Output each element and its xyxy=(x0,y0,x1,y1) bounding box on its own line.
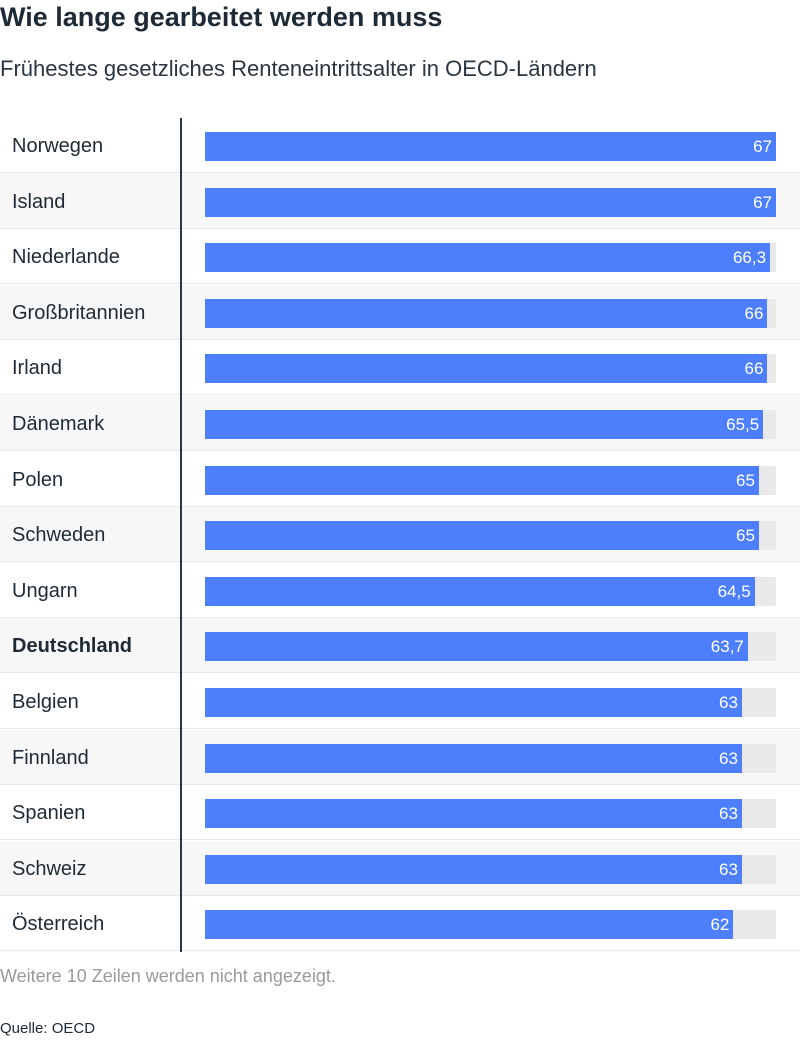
value-label: 65 xyxy=(736,470,755,490)
table-row: Norwegen 67 xyxy=(0,118,800,173)
bar: 67 xyxy=(205,187,776,217)
table-row: Dänemark 65,5 xyxy=(0,396,800,451)
category-label: Polen xyxy=(12,468,64,491)
bar-track: 65 xyxy=(205,465,776,495)
value-label: 63,7 xyxy=(710,637,744,657)
table-row: Ungarn 64,5 xyxy=(0,563,800,618)
value-label: 62 xyxy=(710,915,730,935)
table-row: Finnland 63 xyxy=(0,729,800,785)
category-label: Niederlande xyxy=(12,246,120,269)
bar-track: 63,7 xyxy=(205,632,776,662)
bar: 63,7 xyxy=(205,632,748,662)
source-note: Quelle: OECD xyxy=(0,1020,96,1037)
bar: 66 xyxy=(205,354,768,384)
value-label: 63 xyxy=(718,804,738,824)
value-label: 63 xyxy=(718,859,738,879)
bar-track: 67 xyxy=(205,187,776,217)
axis-line xyxy=(180,118,182,952)
bar: 63 xyxy=(205,799,742,829)
table-row: Island 67 xyxy=(0,173,800,229)
bar-chart: Norwegen 67 Island 67 Niederlande 66,3 Großbri… xyxy=(0,118,800,952)
bar: 63 xyxy=(205,688,742,717)
bar: 65,5 xyxy=(205,410,764,439)
category-label: Spanien xyxy=(12,802,86,825)
value-label: 66 xyxy=(744,359,764,379)
value-label: 63 xyxy=(718,693,738,712)
bar-track: 64,5 xyxy=(205,576,776,606)
category-label: Schweiz xyxy=(12,857,87,880)
hidden-rows-note: Weitere 10 Zeilen werden nicht angezeigt… xyxy=(0,966,336,986)
category-label: Irland xyxy=(12,357,63,380)
category-label: Belgien xyxy=(12,691,79,713)
value-label: 66 xyxy=(744,303,764,323)
value-label: 67 xyxy=(753,137,772,156)
bar: 63 xyxy=(205,854,742,884)
bar: 66,3 xyxy=(205,243,771,273)
chart-subtitle: Frühestes gesetzliches Renteneintrittsal… xyxy=(0,56,597,81)
bar-track: 67 xyxy=(205,132,776,161)
table-row: Deutschland 63,7 xyxy=(0,618,800,674)
chart-title: Wie lange gearbeitet werden muss xyxy=(0,2,443,32)
bar: 64,5 xyxy=(205,576,755,606)
value-label: 66,3 xyxy=(732,248,767,268)
bar-track: 62 xyxy=(205,910,776,940)
table-row: Irland 66 xyxy=(0,340,800,396)
bar: 66 xyxy=(205,298,768,328)
category-label: Norwegen xyxy=(12,135,104,157)
value-label: 67 xyxy=(753,192,772,212)
bar: 63 xyxy=(205,743,742,773)
bar-track: 66 xyxy=(205,298,776,328)
table-row: Niederlande 66,3 xyxy=(0,229,800,285)
category-label: Österreich xyxy=(12,913,105,936)
bar-track: 63 xyxy=(205,854,776,884)
value-label: 65 xyxy=(736,526,755,546)
bar-track: 66,3 xyxy=(205,243,776,273)
table-row: Großbritannien 66 xyxy=(0,284,800,340)
category-label: Island xyxy=(12,190,66,213)
bar-track: 65,5 xyxy=(205,410,776,439)
bar-track: 63 xyxy=(205,799,776,829)
value-label: 63 xyxy=(718,748,738,768)
category-label: Ungarn xyxy=(12,579,78,602)
bar: 67 xyxy=(205,132,776,161)
table-row: Belgien 63 xyxy=(0,674,800,729)
category-label: Finnland xyxy=(12,746,89,769)
bar: 65 xyxy=(205,465,759,495)
value-label: 64,5 xyxy=(717,581,751,601)
table-row: Schweiz 63 xyxy=(0,840,800,896)
category-label: Deutschland xyxy=(12,635,133,658)
value-label: 65,5 xyxy=(726,415,760,434)
bar: 62 xyxy=(205,910,734,940)
bar: 65 xyxy=(205,521,759,551)
bar-track: 65 xyxy=(205,521,776,551)
table-row: Spanien 63 xyxy=(0,785,800,841)
table-row: Schweden 65 xyxy=(0,507,800,563)
table-row: Österreich 62 xyxy=(0,896,800,952)
table-row: Polen 65 xyxy=(0,452,800,507)
bar-track: 66 xyxy=(205,354,776,384)
category-label: Dänemark xyxy=(12,413,105,435)
bar-track: 63 xyxy=(205,743,776,773)
category-label: Schweden xyxy=(12,524,106,547)
bar-track: 63 xyxy=(205,688,776,717)
category-label: Großbritannien xyxy=(12,301,146,324)
